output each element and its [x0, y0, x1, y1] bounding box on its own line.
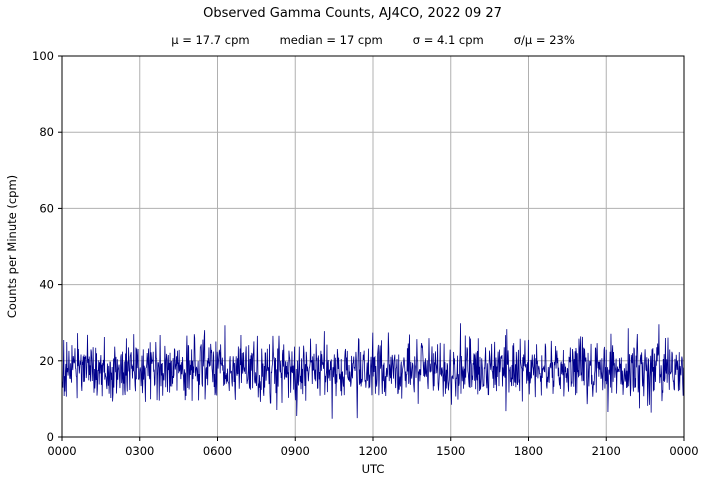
x-tick-label: 0300: [125, 444, 154, 458]
x-tick-label: 1800: [514, 444, 543, 458]
y-tick-label: 0: [47, 430, 54, 444]
y-axis-label: Counts per Minute (cpm): [5, 175, 19, 318]
data-series-line: [61, 323, 685, 419]
x-axis-label: UTC: [362, 462, 385, 476]
x-tick-label: 0000: [47, 444, 76, 458]
stat-median: median = 17 cpm: [279, 33, 383, 47]
stat-mean: μ = 17.7 cpm: [171, 33, 250, 47]
y-tick-label: 20: [39, 354, 54, 368]
stat-sigma-over-mu: σ/μ = 23%: [513, 33, 575, 47]
y-tick-label: 40: [39, 278, 54, 292]
x-tick-label: 2100: [592, 444, 621, 458]
x-tick-label: 0900: [281, 444, 310, 458]
stat-sigma: σ = 4.1 cpm: [412, 33, 484, 47]
x-tick-label: 0000: [669, 444, 698, 458]
x-tick-label: 1500: [436, 444, 465, 458]
chart-subtitle: μ = 17.7 cpm median = 17 cpm σ = 4.1 cpm…: [62, 33, 684, 47]
chart-title: Observed Gamma Counts, AJ4CO, 2022 09 27: [203, 6, 502, 21]
y-tick-label: 80: [39, 125, 54, 139]
y-tick-label: 100: [32, 49, 54, 63]
y-tick-label: 60: [39, 201, 54, 215]
x-tick-label: 1200: [358, 444, 387, 458]
x-tick-label: 0600: [203, 444, 232, 458]
